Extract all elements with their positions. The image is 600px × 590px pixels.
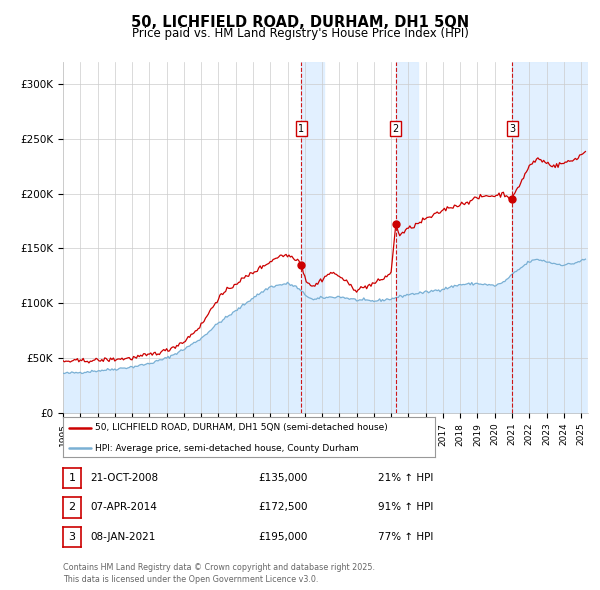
Text: 50, LICHFIELD ROAD, DURHAM, DH1 5QN (semi-detached house): 50, LICHFIELD ROAD, DURHAM, DH1 5QN (sem… xyxy=(95,424,388,432)
Text: £135,000: £135,000 xyxy=(258,473,307,483)
Text: 08-JAN-2021: 08-JAN-2021 xyxy=(90,532,155,542)
Text: £195,000: £195,000 xyxy=(258,532,307,542)
Text: Price paid vs. HM Land Registry's House Price Index (HPI): Price paid vs. HM Land Registry's House … xyxy=(131,27,469,40)
Text: £172,500: £172,500 xyxy=(258,503,308,512)
Text: 50, LICHFIELD ROAD, DURHAM, DH1 5QN: 50, LICHFIELD ROAD, DURHAM, DH1 5QN xyxy=(131,15,469,30)
Text: 3: 3 xyxy=(509,124,515,134)
Text: 3: 3 xyxy=(68,532,76,542)
Text: HPI: Average price, semi-detached house, County Durham: HPI: Average price, semi-detached house,… xyxy=(95,444,358,453)
Bar xyxy=(301,62,324,413)
Text: Contains HM Land Registry data © Crown copyright and database right 2025.
This d: Contains HM Land Registry data © Crown c… xyxy=(63,563,375,584)
Text: 21% ↑ HPI: 21% ↑ HPI xyxy=(378,473,433,483)
Text: 21-OCT-2008: 21-OCT-2008 xyxy=(90,473,158,483)
Text: 1: 1 xyxy=(68,473,76,483)
Bar xyxy=(512,62,590,413)
Text: 2: 2 xyxy=(392,124,399,134)
Text: 91% ↑ HPI: 91% ↑ HPI xyxy=(378,503,433,512)
Text: 77% ↑ HPI: 77% ↑ HPI xyxy=(378,532,433,542)
Text: 2: 2 xyxy=(68,503,76,512)
Text: 1: 1 xyxy=(298,124,304,134)
Text: 07-APR-2014: 07-APR-2014 xyxy=(90,503,157,512)
Bar xyxy=(396,62,418,413)
